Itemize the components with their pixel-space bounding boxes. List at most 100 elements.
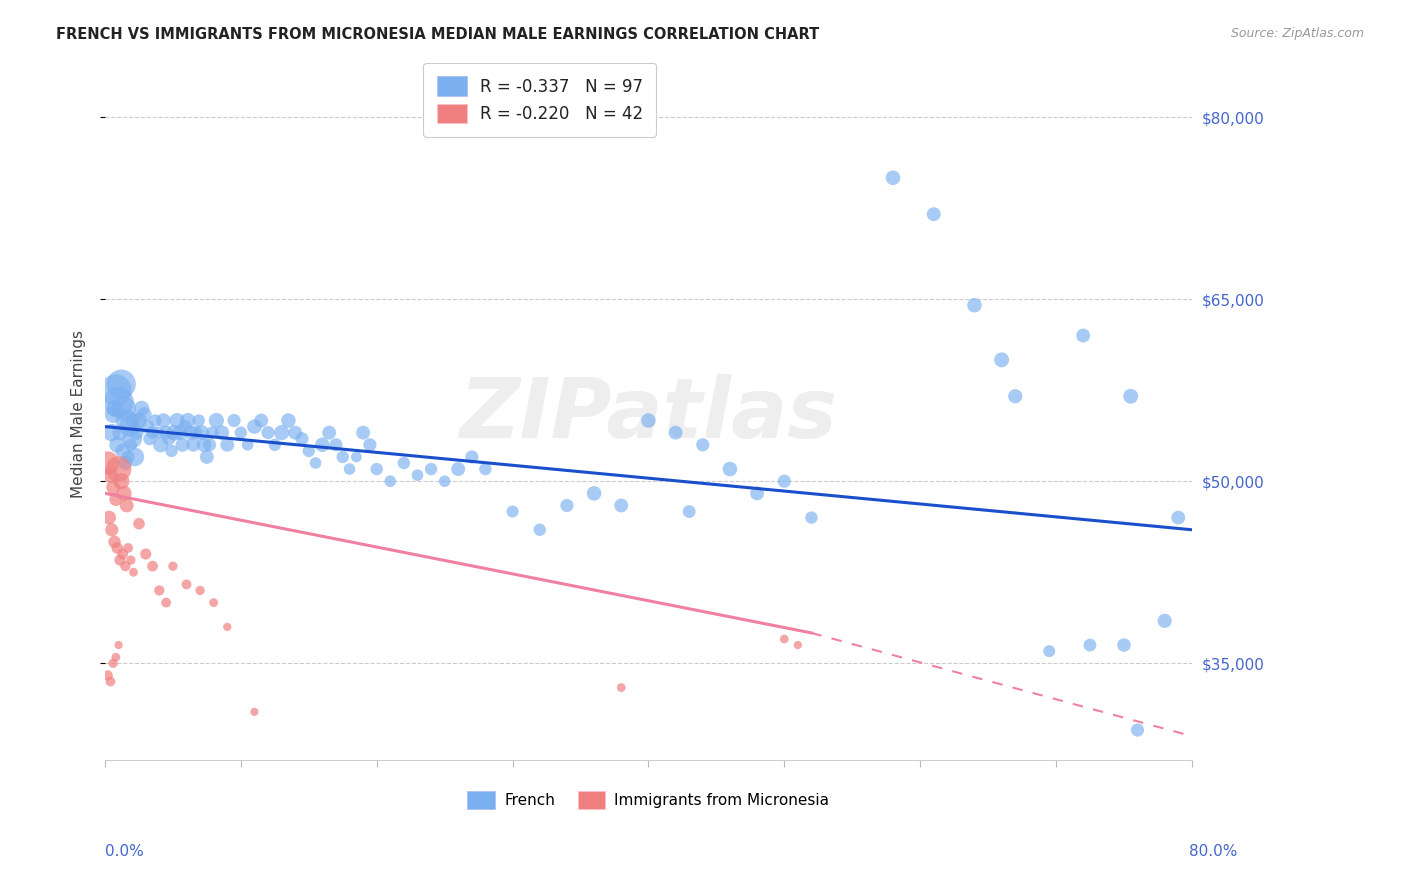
Point <box>1078 638 1101 652</box>
Y-axis label: Median Male Earnings: Median Male Earnings <box>72 330 86 499</box>
Point <box>610 681 633 695</box>
Point <box>610 499 633 513</box>
Point <box>502 504 524 518</box>
Point <box>110 377 132 392</box>
Point <box>217 438 239 452</box>
Point <box>1071 328 1094 343</box>
Point <box>115 413 138 427</box>
Point <box>637 413 659 427</box>
Point <box>217 620 239 634</box>
Point <box>773 632 796 646</box>
Point <box>117 541 139 555</box>
Point <box>433 474 456 488</box>
Point <box>176 577 198 591</box>
Point <box>201 425 224 440</box>
Point <box>101 523 124 537</box>
Point <box>1119 389 1142 403</box>
Text: ZIPatlas: ZIPatlas <box>460 374 838 455</box>
Point <box>128 516 150 531</box>
Point <box>922 207 945 221</box>
Point <box>195 450 218 464</box>
Point <box>202 596 225 610</box>
Point <box>122 413 145 427</box>
Point <box>474 462 496 476</box>
Point <box>117 450 139 464</box>
Point <box>555 499 578 513</box>
Point <box>104 492 127 507</box>
Point <box>745 486 768 500</box>
Point <box>166 413 188 427</box>
Point <box>107 395 129 409</box>
Point <box>211 425 233 440</box>
Point <box>131 401 153 416</box>
Point <box>112 486 135 500</box>
Point <box>188 583 211 598</box>
Point <box>136 419 159 434</box>
Point <box>115 499 138 513</box>
Point <box>406 468 429 483</box>
Point <box>125 425 148 440</box>
Point <box>1167 510 1189 524</box>
Point <box>352 425 374 440</box>
Point <box>162 559 184 574</box>
Point <box>1126 723 1149 737</box>
Point <box>190 425 212 440</box>
Point <box>114 456 136 470</box>
Point <box>111 547 134 561</box>
Point <box>184 425 207 440</box>
Point <box>461 450 484 464</box>
Point <box>243 419 266 434</box>
Point <box>107 462 129 476</box>
Point <box>990 352 1012 367</box>
Point <box>180 425 202 440</box>
Point <box>160 443 183 458</box>
Point <box>692 438 714 452</box>
Point <box>103 535 125 549</box>
Point <box>187 413 209 427</box>
Point <box>786 638 808 652</box>
Point <box>243 705 266 719</box>
Point <box>134 408 156 422</box>
Point <box>143 413 166 427</box>
Point <box>882 170 904 185</box>
Point <box>105 541 128 555</box>
Point <box>128 413 150 427</box>
Point <box>270 425 292 440</box>
Point <box>103 401 125 416</box>
Point <box>157 432 180 446</box>
Point <box>108 425 131 440</box>
Point <box>124 450 146 464</box>
Point <box>1038 644 1060 658</box>
Point <box>101 408 124 422</box>
Point <box>101 425 124 440</box>
Point <box>311 438 333 452</box>
Point <box>250 413 273 427</box>
Point <box>177 413 200 427</box>
Point <box>800 510 823 524</box>
Point <box>139 432 162 446</box>
Point <box>366 462 388 476</box>
Point <box>98 510 121 524</box>
Point <box>172 438 194 452</box>
Point <box>339 462 361 476</box>
Point <box>149 438 172 452</box>
Text: 80.0%: 80.0% <box>1189 845 1237 859</box>
Point <box>155 425 177 440</box>
Point <box>344 450 367 464</box>
Point <box>100 468 122 483</box>
Point <box>420 462 443 476</box>
Point <box>277 413 299 427</box>
Point <box>107 638 129 652</box>
Point <box>112 401 135 416</box>
Point <box>104 650 127 665</box>
Legend: French, Immigrants from Micronesia: French, Immigrants from Micronesia <box>461 785 835 815</box>
Point <box>332 450 354 464</box>
Point <box>181 438 204 452</box>
Point <box>1004 389 1026 403</box>
Point <box>291 432 314 446</box>
Point <box>135 547 157 561</box>
Point <box>583 486 606 500</box>
Point <box>100 674 122 689</box>
Point <box>152 413 174 427</box>
Point <box>193 438 215 452</box>
